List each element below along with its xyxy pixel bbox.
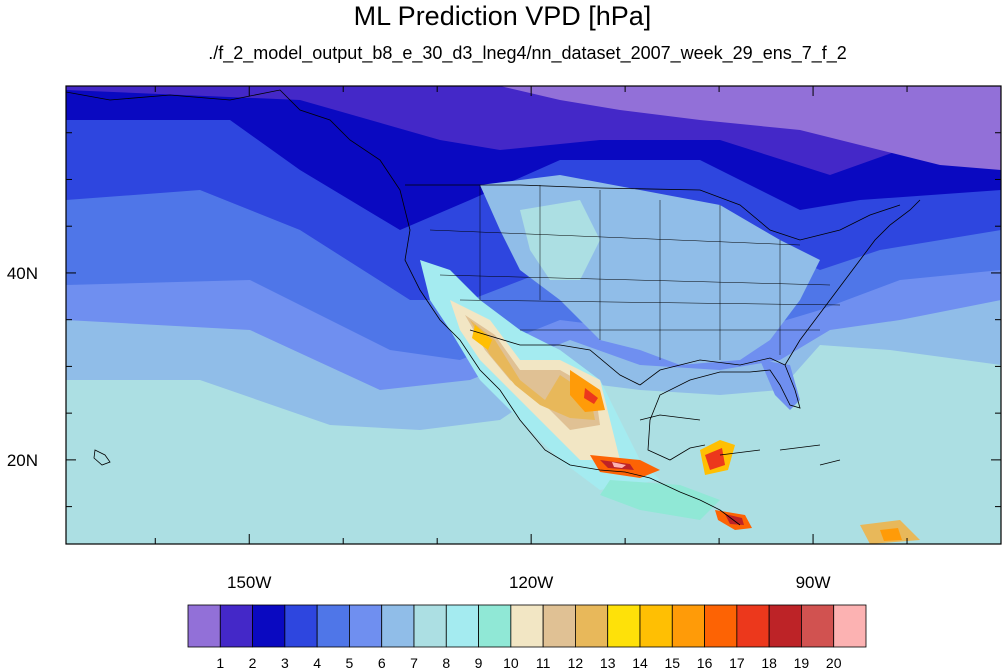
gulf-coastline xyxy=(639,357,801,461)
colorbar-swatch xyxy=(349,604,383,648)
map-frame xyxy=(65,85,1002,545)
colorbar-label: 6 xyxy=(378,655,386,671)
coastlines xyxy=(66,89,921,526)
state-borders-ew xyxy=(429,229,841,331)
contour-level-16-e xyxy=(880,528,902,541)
lon-tick-label: 90W xyxy=(796,573,831,592)
colorbar-swatch xyxy=(575,604,609,648)
colorbar-label: 9 xyxy=(475,655,483,671)
us-canada-border xyxy=(405,184,901,241)
colorbar-swatch xyxy=(833,604,867,648)
colorbar-label: 5 xyxy=(346,655,354,671)
colorbar-label: 13 xyxy=(600,655,616,671)
colorbar-swatch xyxy=(542,604,576,648)
contour-level-18-a xyxy=(584,388,598,404)
us-mexico-border xyxy=(469,329,641,386)
colorbar-swatch xyxy=(639,604,673,648)
lat-tick-label: 40N xyxy=(7,264,38,283)
colorbar-label: 16 xyxy=(697,655,713,671)
colorbar-label: 20 xyxy=(826,655,842,671)
contour-level-19-d xyxy=(725,514,744,525)
contour-level-10 xyxy=(600,480,720,520)
colorbar-swatch xyxy=(510,604,544,648)
colorbar-label: 2 xyxy=(249,655,257,671)
colorbar-label: 17 xyxy=(729,655,745,671)
lat-tick-label: 20N xyxy=(7,451,38,470)
contour-level-20-b xyxy=(612,462,626,468)
colorbar-label: 11 xyxy=(536,655,551,671)
colorbar-label: 14 xyxy=(632,655,648,671)
colorbar-label: 1 xyxy=(216,655,224,671)
vpd-contour-field xyxy=(66,86,1001,544)
caribbean-islands xyxy=(639,414,841,466)
colorbar-swatch xyxy=(607,604,641,648)
hawaii xyxy=(93,449,111,466)
colorbar-swatch xyxy=(671,604,705,648)
colorbar-label: 15 xyxy=(664,655,680,671)
colorbar-label: 12 xyxy=(568,655,584,671)
lon-tick-label: 150W xyxy=(227,573,271,592)
colorbar-swatch xyxy=(187,604,221,648)
colorbar-label: 18 xyxy=(761,655,777,671)
colorbar-swatch xyxy=(413,604,447,648)
colorbar-label: 7 xyxy=(410,655,418,671)
lon-tick-label: 120W xyxy=(509,573,553,592)
contour-level-1 xyxy=(500,86,1001,170)
colorbar-swatch xyxy=(381,604,415,648)
colorbar-label: 10 xyxy=(503,655,519,671)
map-title: ML Prediction VPD [hPa] xyxy=(353,1,652,31)
colorbar-label: 3 xyxy=(281,655,289,671)
pacific-coastline xyxy=(66,89,741,526)
colorbar-swatch xyxy=(801,604,835,648)
colorbar-swatch xyxy=(219,604,253,648)
colorbar-swatch xyxy=(445,604,479,648)
map-subtitle: ./f_2_model_output_b8_e_30_d3_lneg4/nn_d… xyxy=(208,43,847,63)
colorbar-swatch xyxy=(478,604,512,648)
contour-level-15-a xyxy=(472,325,492,350)
colorbar-label: 19 xyxy=(794,655,810,671)
colorbar-swatch xyxy=(736,604,770,648)
colorbar-label: 8 xyxy=(442,655,450,671)
colorbar-swatch xyxy=(768,604,802,648)
colorbar-swatch xyxy=(284,604,318,648)
colorbar-swatch xyxy=(704,604,738,648)
state-borders-ns xyxy=(479,185,781,360)
contour-level-18-c xyxy=(705,448,725,470)
colorbar-label: 4 xyxy=(313,655,321,671)
colorbar-swatch xyxy=(252,604,286,648)
colorbar: 1 2 3 4 5 6 7 8 9 10 11 12 13 14 15 16 17 18 19 20 xyxy=(187,604,867,671)
contour-level-13 xyxy=(470,320,595,420)
colorbar-swatch xyxy=(316,604,350,648)
axis-ticks: 150W 120W 90W 40N 20N xyxy=(7,85,1002,592)
